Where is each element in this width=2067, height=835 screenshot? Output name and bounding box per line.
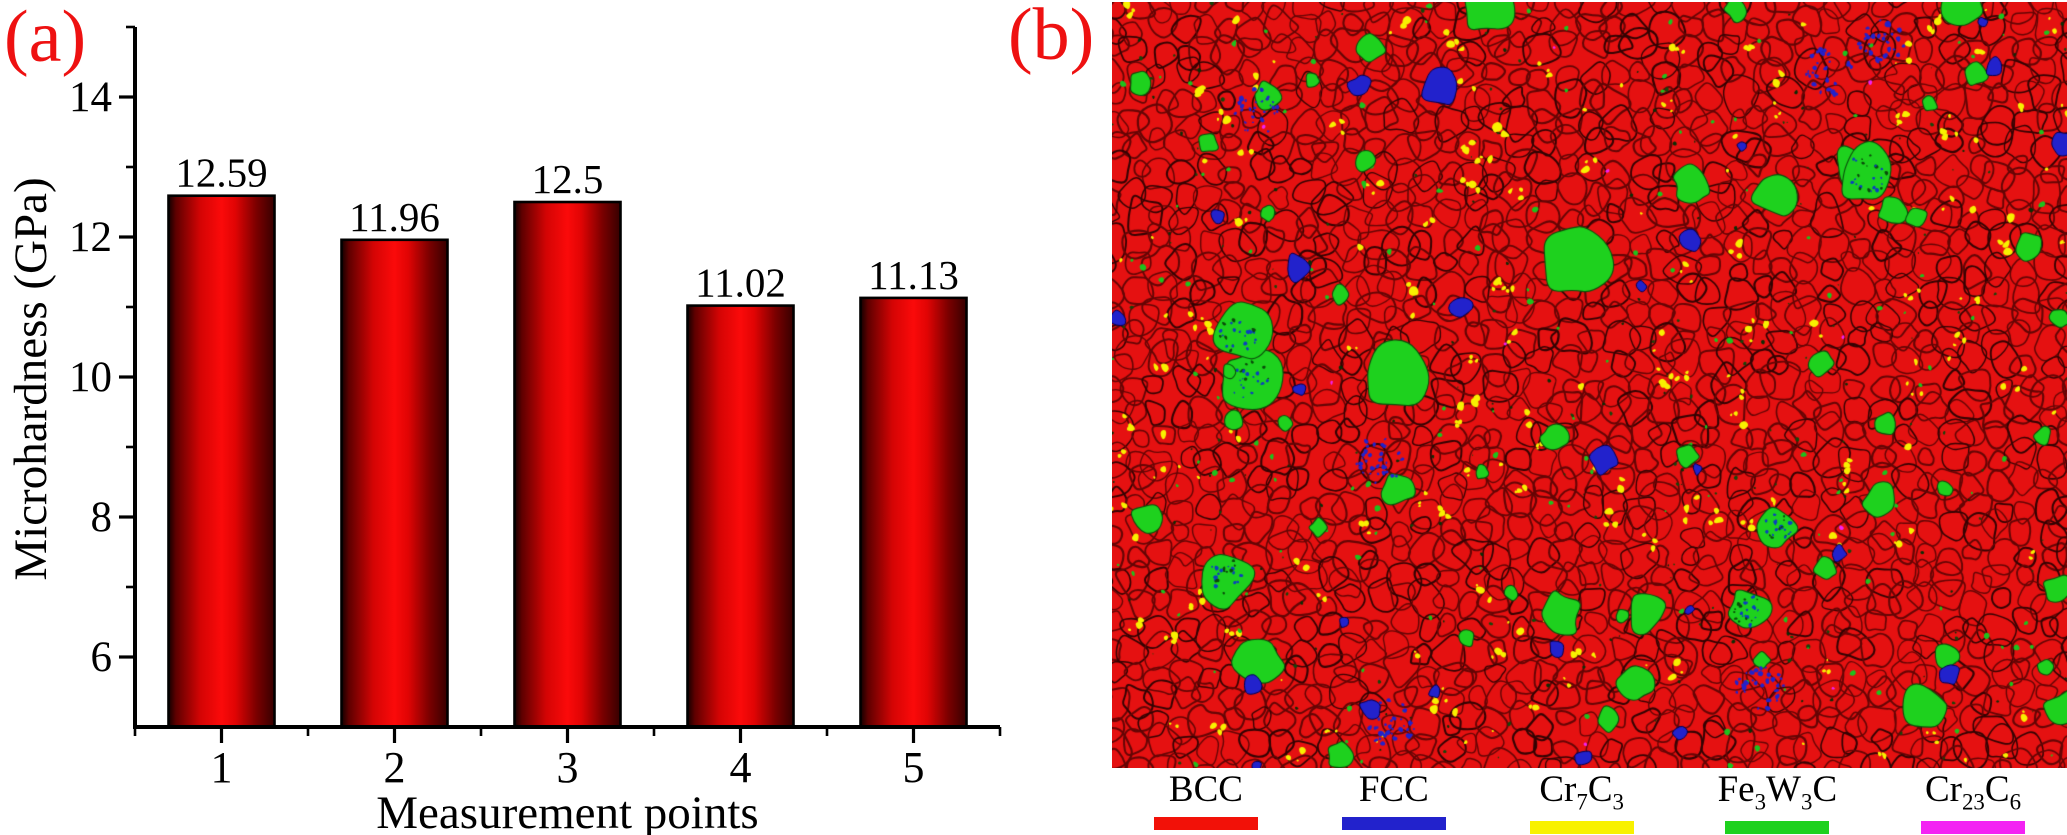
bar bbox=[513, 200, 622, 729]
x-tick-label: 2 bbox=[384, 743, 406, 792]
legend-item-fcc: FCC bbox=[1341, 769, 1446, 830]
bar-value-label: 12.5 bbox=[532, 156, 604, 202]
legend-label: Fe3W3C bbox=[1717, 769, 1838, 815]
bar-value-label: 11.02 bbox=[695, 260, 786, 306]
y-tick-label: 12 bbox=[69, 214, 112, 261]
ebsd-phase-map bbox=[1112, 2, 2067, 768]
panel-a-label: (a) bbox=[4, 0, 87, 78]
legend-label: BCC bbox=[1168, 769, 1243, 810]
legend-item-bcc: BCC bbox=[1153, 769, 1258, 830]
y-tick-label: 10 bbox=[69, 354, 112, 401]
phase-legend: BCC FCC Cr7C3 Fe3W3C Cr23C6 bbox=[1112, 769, 2067, 835]
y-tick-label: 8 bbox=[91, 494, 113, 541]
x-tick-label: 4 bbox=[730, 743, 752, 792]
legend-swatch bbox=[1529, 820, 1634, 834]
x-axis-title: Measurement points bbox=[376, 787, 758, 835]
legend-swatch bbox=[1921, 820, 2025, 834]
legend-item-cr23c6: Cr23C6 bbox=[1921, 769, 2025, 834]
legend-label: Cr7C3 bbox=[1539, 769, 1624, 815]
legend-swatch bbox=[1153, 816, 1258, 830]
x-tick-label: 1 bbox=[211, 743, 233, 792]
legend-swatch bbox=[1725, 820, 1830, 834]
legend-label: Cr23C6 bbox=[1924, 769, 2022, 815]
bar-value-label: 12.59 bbox=[175, 150, 267, 196]
x-tick-label: 5 bbox=[903, 743, 925, 792]
y-tick-label: 14 bbox=[69, 74, 112, 121]
legend-swatch bbox=[1341, 816, 1446, 830]
y-tick-label: 6 bbox=[91, 634, 113, 681]
bar bbox=[686, 304, 795, 729]
x-tick-label: 3 bbox=[557, 743, 579, 792]
y-axis-title: Microhardness (GPa) bbox=[5, 177, 57, 580]
bar bbox=[859, 296, 968, 729]
bar bbox=[167, 194, 276, 729]
legend-item-cr7c3: Cr7C3 bbox=[1529, 769, 1634, 834]
panel-b-label: (b) bbox=[1008, 0, 1095, 76]
legend-label: FCC bbox=[1358, 769, 1429, 810]
bar bbox=[340, 238, 449, 729]
legend-item-fe3w3c: Fe3W3C bbox=[1717, 769, 1838, 834]
bar-value-label: 11.13 bbox=[868, 252, 959, 298]
bar-value-label: 11.96 bbox=[349, 194, 440, 240]
